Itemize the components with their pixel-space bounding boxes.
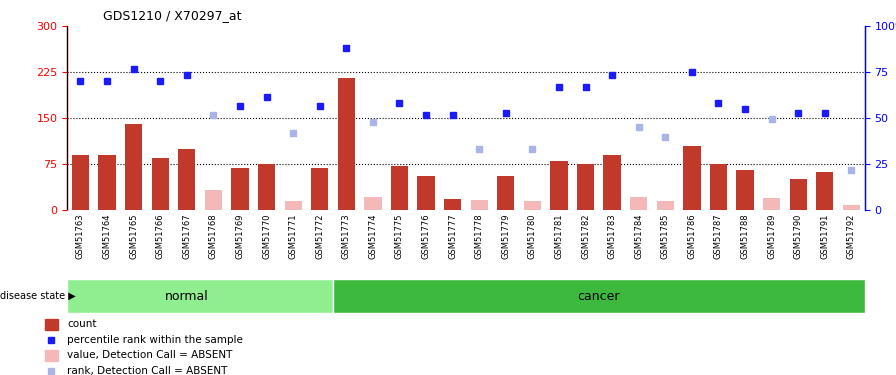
Text: GSM51771: GSM51771 [289, 213, 297, 259]
Bar [205, 190, 222, 210]
Text: GSM51791: GSM51791 [820, 213, 830, 259]
Bar [470, 200, 487, 210]
Text: GSM51784: GSM51784 [634, 213, 643, 259]
Text: GSM51777: GSM51777 [448, 213, 457, 259]
Text: GSM51770: GSM51770 [262, 213, 271, 259]
Bar [72, 155, 89, 210]
Text: GSM51764: GSM51764 [102, 213, 112, 259]
Text: GSM51763: GSM51763 [76, 213, 85, 259]
Bar [604, 155, 621, 210]
Bar [524, 201, 541, 210]
Text: GSM51776: GSM51776 [421, 213, 431, 259]
Bar [125, 124, 142, 210]
Text: percentile rank within the sample: percentile rank within the sample [67, 335, 243, 345]
Text: cancer: cancer [578, 290, 620, 303]
Text: GSM51789: GSM51789 [767, 213, 776, 259]
Bar [365, 196, 382, 210]
Bar [497, 176, 514, 210]
Bar [45, 350, 58, 361]
Text: GSM51787: GSM51787 [714, 213, 723, 259]
Bar [418, 176, 435, 210]
Text: GSM51775: GSM51775 [395, 213, 404, 259]
Bar [391, 166, 408, 210]
Bar [737, 170, 754, 210]
Bar [45, 319, 58, 330]
Bar [657, 201, 674, 210]
Bar [333, 279, 865, 313]
Bar [285, 201, 302, 210]
Bar [67, 279, 333, 313]
Text: GSM51785: GSM51785 [660, 213, 670, 259]
Text: GSM51765: GSM51765 [129, 213, 138, 259]
Text: value, Detection Call = ABSENT: value, Detection Call = ABSENT [67, 350, 233, 360]
Bar [763, 198, 780, 210]
Text: GSM51766: GSM51766 [156, 213, 165, 259]
Bar [311, 168, 328, 210]
Text: GDS1210 / X70297_at: GDS1210 / X70297_at [103, 9, 242, 22]
Text: GSM51773: GSM51773 [341, 213, 351, 259]
Text: rank, Detection Call = ABSENT: rank, Detection Call = ABSENT [67, 366, 228, 375]
Text: GSM51783: GSM51783 [607, 213, 616, 259]
Bar [710, 164, 727, 210]
Bar [178, 149, 195, 210]
Text: GSM51774: GSM51774 [368, 213, 377, 259]
Bar [789, 179, 806, 210]
Text: GSM51790: GSM51790 [794, 213, 803, 259]
Bar [444, 199, 461, 210]
Bar [151, 158, 168, 210]
Text: GSM51786: GSM51786 [687, 213, 696, 259]
Text: disease state ▶: disease state ▶ [0, 291, 76, 301]
Text: GSM51788: GSM51788 [740, 213, 750, 259]
Text: count: count [67, 319, 97, 329]
Text: GSM51768: GSM51768 [209, 213, 218, 259]
Bar [816, 172, 833, 210]
Bar [231, 168, 248, 210]
Text: GSM51769: GSM51769 [236, 213, 245, 259]
Text: GSM51779: GSM51779 [501, 213, 511, 259]
Bar [684, 146, 701, 210]
Text: GSM51778: GSM51778 [475, 213, 484, 259]
Bar [258, 164, 275, 210]
Bar [550, 161, 567, 210]
Text: GSM51782: GSM51782 [581, 213, 590, 259]
Text: GSM51767: GSM51767 [182, 213, 192, 259]
Text: GSM51780: GSM51780 [528, 213, 537, 259]
Text: GSM51792: GSM51792 [847, 213, 856, 259]
Bar [843, 205, 860, 210]
Bar [99, 155, 116, 210]
Text: normal: normal [165, 290, 209, 303]
Bar [577, 164, 594, 210]
Bar [630, 196, 647, 210]
Text: GSM51772: GSM51772 [315, 213, 324, 259]
Bar [338, 78, 355, 210]
Text: GSM51781: GSM51781 [555, 213, 564, 259]
